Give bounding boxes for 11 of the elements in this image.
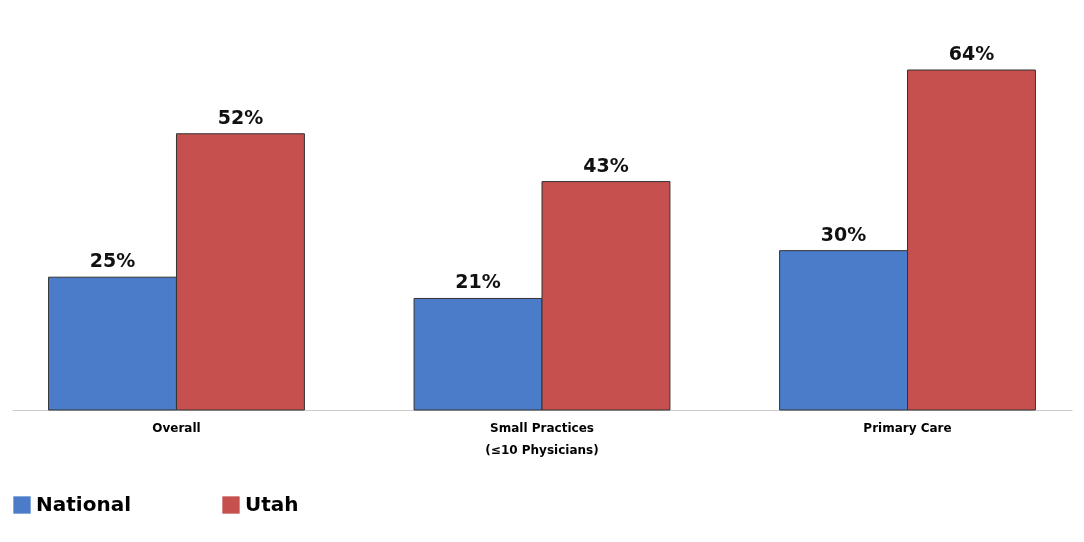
legend-label: Utah bbox=[245, 492, 299, 516]
data-label: 25% bbox=[89, 249, 136, 272]
x-tick-label: Primary Care bbox=[863, 420, 952, 435]
legend-label: National bbox=[36, 492, 131, 516]
x-tick-label: Overall bbox=[152, 420, 201, 435]
data-label: 43% bbox=[583, 153, 629, 176]
data-label: 21% bbox=[455, 270, 501, 293]
data-label: 64% bbox=[948, 42, 995, 64]
data-label: 30% bbox=[820, 222, 867, 245]
data-label: 52% bbox=[217, 105, 264, 128]
x-tick-label: Small Practices (≤10 Physicians) bbox=[485, 420, 599, 457]
